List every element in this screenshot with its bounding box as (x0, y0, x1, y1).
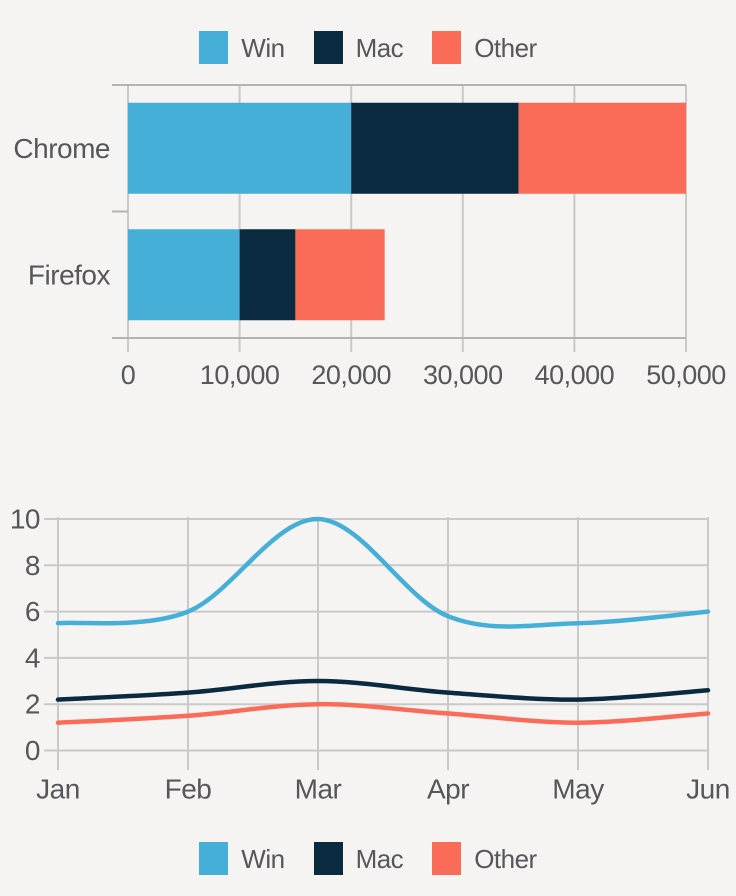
line-series-other[interactable] (55, 701, 711, 725)
browser-usage-stacked-bar-chart: Chrome Firefox 0 10,000 20,000 30,000 40,000 50… (13, 84, 726, 390)
legend-label: Win (241, 843, 285, 874)
month-label-jan: Jan (36, 774, 80, 805)
bar-segment-firefox-other[interactable] (295, 229, 385, 321)
legend-swatch-other (432, 842, 462, 875)
x-tick-label: 50,000 (646, 360, 726, 390)
y-tick-label: 4 (25, 642, 40, 673)
legend-label: Mac (355, 843, 404, 874)
legend-label: Other (474, 843, 537, 874)
y-tick-label: 0 (25, 735, 40, 766)
x-tick-label: 20,000 (311, 360, 391, 390)
month-label-may: May (552, 774, 604, 805)
y-tick-label: 8 (25, 550, 40, 581)
legend-item-other[interactable]: Other (432, 842, 537, 875)
bar-segment-firefox-win[interactable] (128, 229, 240, 321)
x-tick-label: 40,000 (535, 360, 615, 390)
legend-swatch-mac (313, 31, 343, 64)
x-tick-label: 30,000 (423, 360, 503, 390)
y-tick-label: 2 (25, 689, 40, 720)
legend-top: Win Mac Other (0, 31, 736, 64)
y-tick-label: 6 (25, 596, 40, 627)
x-tick-label: 0 (121, 360, 136, 390)
category-label-chrome: Chrome (13, 133, 110, 164)
bar-segment-chrome-other[interactable] (518, 102, 686, 194)
legend-item-mac[interactable]: Mac (313, 842, 404, 875)
legend-label: Other (474, 32, 537, 63)
legend-item-mac[interactable]: Mac (313, 31, 404, 64)
legend-swatch-win (199, 31, 229, 64)
legend-swatch-other (432, 31, 462, 64)
legend-item-other[interactable]: Other (432, 31, 537, 64)
legend-item-win[interactable]: Win (199, 842, 285, 875)
month-label-jun: Jun (686, 774, 730, 805)
legend-swatch-win (199, 842, 229, 875)
x-tick-label: 10,000 (200, 360, 280, 390)
bar-segment-chrome-win[interactable] (128, 102, 352, 194)
monthly-usage-line-chart: 0 2 4 6 8 10 Jan Feb Mar Apr May Jun (10, 504, 730, 805)
legend-item-win[interactable]: Win (199, 31, 285, 64)
line-series-mac[interactable] (55, 678, 711, 702)
legend-label: Mac (355, 32, 404, 63)
month-label-feb: Feb (165, 774, 212, 805)
category-label-firefox: Firefox (28, 259, 111, 290)
legend-label: Win (241, 32, 285, 63)
month-label-mar: Mar (295, 774, 342, 805)
line-series-win[interactable] (55, 516, 711, 629)
month-label-apr: Apr (427, 774, 469, 805)
bar-segment-firefox-mac[interactable] (239, 229, 296, 321)
legend-swatch-mac (313, 842, 343, 875)
bar-segment-chrome-mac[interactable] (351, 102, 519, 194)
y-tick-label: 10 (10, 504, 40, 535)
legend-bottom: Win Mac Other (0, 842, 736, 875)
